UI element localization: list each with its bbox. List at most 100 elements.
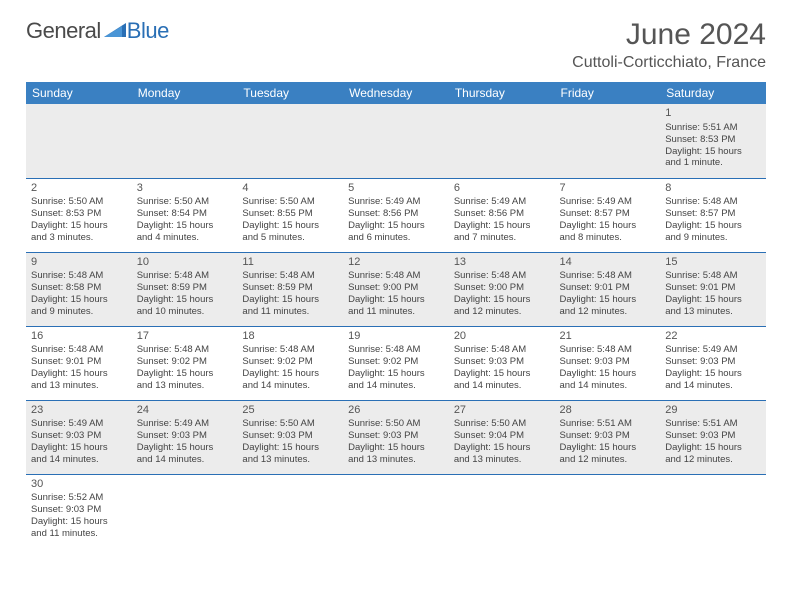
daylight-text: and 3 minutes. bbox=[31, 232, 127, 244]
day-number: 26 bbox=[348, 404, 444, 418]
calendar-cell bbox=[660, 474, 766, 548]
calendar-cell: 14Sunrise: 5:48 AMSunset: 9:01 PMDayligh… bbox=[555, 252, 661, 326]
calendar-cell: 26Sunrise: 5:50 AMSunset: 9:03 PMDayligh… bbox=[343, 400, 449, 474]
sunset-text: Sunset: 9:02 PM bbox=[348, 356, 444, 368]
daylight-text: and 13 minutes. bbox=[454, 454, 550, 466]
calendar-cell: 29Sunrise: 5:51 AMSunset: 9:03 PMDayligh… bbox=[660, 400, 766, 474]
day-number: 28 bbox=[560, 404, 656, 418]
calendar-cell: 9Sunrise: 5:48 AMSunset: 8:58 PMDaylight… bbox=[26, 252, 132, 326]
sunset-text: Sunset: 9:03 PM bbox=[560, 430, 656, 442]
daylight-text: and 12 minutes. bbox=[454, 306, 550, 318]
calendar-cell: 28Sunrise: 5:51 AMSunset: 9:03 PMDayligh… bbox=[555, 400, 661, 474]
daylight-text: and 11 minutes. bbox=[348, 306, 444, 318]
sunrise-text: Sunrise: 5:49 AM bbox=[454, 196, 550, 208]
day-number: 30 bbox=[31, 478, 127, 492]
daylight-text: and 12 minutes. bbox=[665, 454, 761, 466]
location: Cuttoli-Corticchiato, France bbox=[572, 54, 766, 72]
sunrise-text: Sunrise: 5:49 AM bbox=[137, 418, 233, 430]
daylight-text: and 4 minutes. bbox=[137, 232, 233, 244]
day-number: 11 bbox=[242, 256, 338, 270]
calendar-cell bbox=[555, 104, 661, 178]
day-number: 15 bbox=[665, 256, 761, 270]
triangle-icon bbox=[104, 21, 126, 42]
sunrise-text: Sunrise: 5:49 AM bbox=[560, 196, 656, 208]
daylight-text: and 13 minutes. bbox=[137, 380, 233, 392]
sunset-text: Sunset: 8:53 PM bbox=[31, 208, 127, 220]
day-header: Tuesday bbox=[237, 82, 343, 104]
day-number: 17 bbox=[137, 330, 233, 344]
calendar-cell bbox=[343, 474, 449, 548]
sunset-text: Sunset: 8:56 PM bbox=[454, 208, 550, 220]
calendar-cell: 21Sunrise: 5:48 AMSunset: 9:03 PMDayligh… bbox=[555, 326, 661, 400]
sunrise-text: Sunrise: 5:50 AM bbox=[348, 418, 444, 430]
daylight-text: Daylight: 15 hours bbox=[137, 220, 233, 232]
calendar-cell: 2Sunrise: 5:50 AMSunset: 8:53 PMDaylight… bbox=[26, 178, 132, 252]
daylight-text: and 11 minutes. bbox=[242, 306, 338, 318]
day-header: Monday bbox=[132, 82, 238, 104]
daylight-text: Daylight: 15 hours bbox=[560, 220, 656, 232]
daylight-text: Daylight: 15 hours bbox=[31, 516, 127, 528]
day-number: 22 bbox=[665, 330, 761, 344]
sunrise-text: Sunrise: 5:51 AM bbox=[560, 418, 656, 430]
calendar-cell bbox=[449, 474, 555, 548]
day-header: Thursday bbox=[449, 82, 555, 104]
daylight-text: Daylight: 15 hours bbox=[31, 368, 127, 380]
day-number: 7 bbox=[560, 182, 656, 196]
sunrise-text: Sunrise: 5:49 AM bbox=[665, 344, 761, 356]
sunset-text: Sunset: 8:57 PM bbox=[560, 208, 656, 220]
calendar-cell: 22Sunrise: 5:49 AMSunset: 9:03 PMDayligh… bbox=[660, 326, 766, 400]
sunrise-text: Sunrise: 5:48 AM bbox=[665, 270, 761, 282]
sunrise-text: Sunrise: 5:50 AM bbox=[242, 418, 338, 430]
sunset-text: Sunset: 9:00 PM bbox=[348, 282, 444, 294]
day-number: 10 bbox=[137, 256, 233, 270]
sunrise-text: Sunrise: 5:48 AM bbox=[454, 344, 550, 356]
sunset-text: Sunset: 9:02 PM bbox=[137, 356, 233, 368]
calendar-cell: 16Sunrise: 5:48 AMSunset: 9:01 PMDayligh… bbox=[26, 326, 132, 400]
day-number: 24 bbox=[137, 404, 233, 418]
daylight-text: Daylight: 15 hours bbox=[348, 294, 444, 306]
sunrise-text: Sunrise: 5:50 AM bbox=[454, 418, 550, 430]
daylight-text: Daylight: 15 hours bbox=[31, 294, 127, 306]
sunset-text: Sunset: 9:01 PM bbox=[665, 282, 761, 294]
sunset-text: Sunset: 9:03 PM bbox=[242, 430, 338, 442]
daylight-text: Daylight: 15 hours bbox=[137, 294, 233, 306]
daylight-text: Daylight: 15 hours bbox=[665, 294, 761, 306]
calendar-cell: 18Sunrise: 5:48 AMSunset: 9:02 PMDayligh… bbox=[237, 326, 343, 400]
sunset-text: Sunset: 9:03 PM bbox=[560, 356, 656, 368]
sunrise-text: Sunrise: 5:50 AM bbox=[242, 196, 338, 208]
daylight-text: Daylight: 15 hours bbox=[665, 146, 761, 158]
logo-text-1: General bbox=[26, 18, 101, 44]
daylight-text: Daylight: 15 hours bbox=[560, 368, 656, 380]
calendar-cell: 23Sunrise: 5:49 AMSunset: 9:03 PMDayligh… bbox=[26, 400, 132, 474]
sunset-text: Sunset: 9:03 PM bbox=[137, 430, 233, 442]
sunset-text: Sunset: 8:58 PM bbox=[31, 282, 127, 294]
daylight-text: Daylight: 15 hours bbox=[665, 442, 761, 454]
daylight-text: and 12 minutes. bbox=[560, 306, 656, 318]
day-number: 16 bbox=[31, 330, 127, 344]
sunrise-text: Sunrise: 5:48 AM bbox=[242, 270, 338, 282]
sunrise-text: Sunrise: 5:48 AM bbox=[454, 270, 550, 282]
sunset-text: Sunset: 8:56 PM bbox=[348, 208, 444, 220]
sunrise-text: Sunrise: 5:48 AM bbox=[137, 270, 233, 282]
daylight-text: and 9 minutes. bbox=[665, 232, 761, 244]
day-number: 27 bbox=[454, 404, 550, 418]
daylight-text: Daylight: 15 hours bbox=[242, 368, 338, 380]
logo-text-2: Blue bbox=[127, 18, 169, 44]
sunset-text: Sunset: 9:04 PM bbox=[454, 430, 550, 442]
calendar-week-row: 23Sunrise: 5:49 AMSunset: 9:03 PMDayligh… bbox=[26, 400, 766, 474]
day-number: 21 bbox=[560, 330, 656, 344]
calendar-cell: 27Sunrise: 5:50 AMSunset: 9:04 PMDayligh… bbox=[449, 400, 555, 474]
calendar-cell: 15Sunrise: 5:48 AMSunset: 9:01 PMDayligh… bbox=[660, 252, 766, 326]
sunrise-text: Sunrise: 5:48 AM bbox=[242, 344, 338, 356]
daylight-text: Daylight: 15 hours bbox=[454, 294, 550, 306]
calendar-cell bbox=[449, 104, 555, 178]
day-header-row: Sunday Monday Tuesday Wednesday Thursday… bbox=[26, 82, 766, 104]
sunset-text: Sunset: 8:53 PM bbox=[665, 134, 761, 146]
daylight-text: Daylight: 15 hours bbox=[348, 368, 444, 380]
calendar-week-row: 30Sunrise: 5:52 AMSunset: 9:03 PMDayligh… bbox=[26, 474, 766, 548]
calendar-cell: 7Sunrise: 5:49 AMSunset: 8:57 PMDaylight… bbox=[555, 178, 661, 252]
calendar-week-row: 2Sunrise: 5:50 AMSunset: 8:53 PMDaylight… bbox=[26, 178, 766, 252]
day-number: 23 bbox=[31, 404, 127, 418]
logo: General Blue bbox=[26, 18, 169, 44]
daylight-text: and 11 minutes. bbox=[31, 528, 127, 540]
